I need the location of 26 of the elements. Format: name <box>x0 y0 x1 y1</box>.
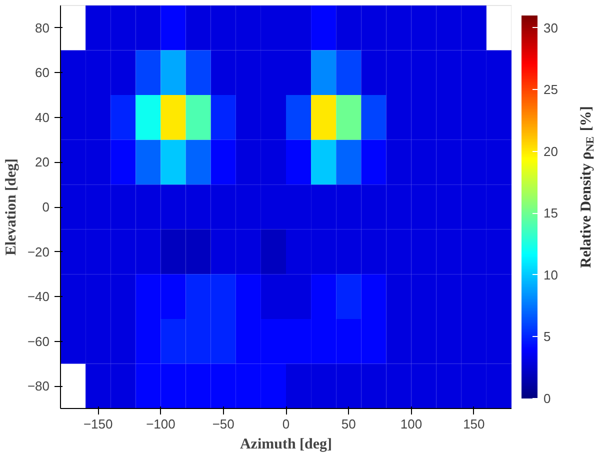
y-tick-label: 20 <box>35 154 50 170</box>
y-tick-label: −40 <box>27 289 50 304</box>
y-tick-label: 60 <box>35 65 50 80</box>
y-axis-title: Elevation [deg] <box>3 158 20 256</box>
x-tick-label: 150 <box>463 416 485 432</box>
x-tick-label: −150 <box>83 416 113 432</box>
color-bar-label: 20 <box>544 144 558 159</box>
color-bar-title: Relative Density ρNE [%] <box>578 106 596 268</box>
color-bar-label: 25 <box>544 82 558 98</box>
y-tick-label: 80 <box>35 20 50 36</box>
color-bar-label: 10 <box>544 267 558 282</box>
x-tick-label: 50 <box>341 416 356 432</box>
y-tick-label: −20 <box>27 244 50 260</box>
y-tick-label: −60 <box>27 334 50 349</box>
y-tick-label: 0 <box>42 200 50 214</box>
color-bar-label: 30 <box>544 20 558 36</box>
x-tick-label: 100 <box>400 416 422 432</box>
color-bar-label: 5 <box>544 329 551 344</box>
x-axis-title: Azimuth [deg] <box>240 436 332 452</box>
y-tick-label: 40 <box>35 110 50 125</box>
color-bar-label: 0 <box>544 391 551 406</box>
y-tick-label: −80 <box>27 378 50 394</box>
x-tick-label: −50 <box>212 416 234 432</box>
x-tick-label: −100 <box>146 416 176 432</box>
x-tick-label: 0 <box>282 416 290 432</box>
color-bar-label: 15 <box>544 206 558 221</box>
